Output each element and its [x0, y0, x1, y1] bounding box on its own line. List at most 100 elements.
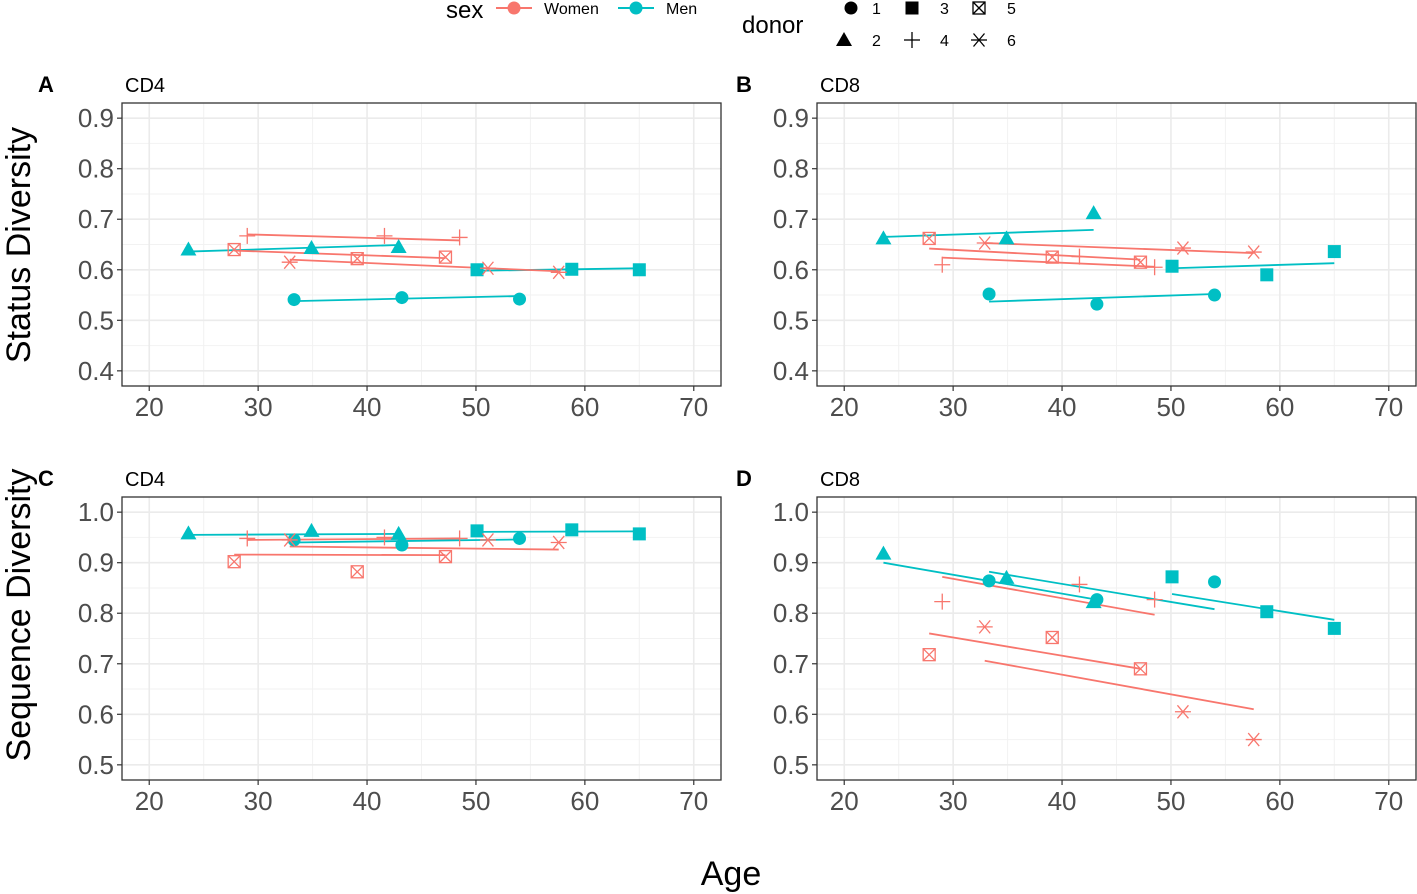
data-point-donor-5	[350, 565, 364, 579]
legend-donor-items	[836, 1, 987, 48]
panel-border	[816, 496, 1417, 781]
x-tick-label: 20	[135, 786, 164, 816]
x-tick-label: 40	[1048, 786, 1077, 816]
y-tick-label: 0.8	[773, 154, 809, 184]
x-tick-label: 60	[1265, 392, 1294, 422]
x-tick-label: 60	[570, 786, 599, 816]
x-tick-label: 70	[1374, 786, 1403, 816]
data-point-donor-3	[470, 524, 484, 538]
x-tick-label: 40	[1048, 392, 1077, 422]
x-tick-label: 20	[830, 786, 859, 816]
fit-line-donor-3	[1172, 262, 1335, 270]
fit-line-donor-2	[188, 244, 399, 253]
y-tick-label: 0.6	[773, 255, 809, 285]
fit-line-donor-6	[984, 242, 1254, 254]
fit-line-donor-6	[289, 545, 559, 551]
fit-line-donor-4	[942, 256, 1155, 268]
legend-donor-6-label: 6	[1007, 33, 1016, 50]
panel-d-title: CD8	[820, 469, 860, 491]
x-tick-label: 40	[353, 786, 382, 816]
y-tick-label: 0.7	[773, 649, 809, 679]
data-point-donor-5	[1133, 662, 1148, 676]
data-point-donor-5	[922, 648, 936, 662]
data-point-donor-4	[934, 593, 951, 610]
data-point-donor-1	[395, 291, 409, 305]
panel-c-letter: C	[38, 466, 54, 491]
y-tick-label: 0.6	[78, 699, 114, 729]
fit-line-donor-5	[234, 249, 446, 260]
fit-line-donor-4	[942, 575, 1155, 616]
legend-donor-1-label: 1	[872, 1, 881, 18]
x-tick-label: 50	[461, 786, 490, 816]
data-point-donor-3	[1165, 259, 1179, 273]
y-tick-label: 0.5	[773, 750, 809, 780]
fit-line-donor-3	[477, 530, 640, 533]
data-point-donor-3	[470, 263, 484, 277]
data-point-donor-2	[1085, 205, 1102, 220]
data-point-donor-6	[976, 619, 993, 634]
legend-donor-5-label: 5	[1007, 1, 1016, 18]
y-tick-label: 0.9	[78, 548, 114, 578]
legend: sex Women Men donor 1 2 3 4 5 6	[446, 0, 1016, 50]
data-point-donor-1	[287, 293, 301, 307]
data-point-donor-5	[227, 242, 241, 257]
data-point-donor-5	[1045, 630, 1059, 645]
data-point-donor-3	[1260, 605, 1274, 619]
data-point-donor-4	[1146, 259, 1163, 276]
data-point-donor-2	[875, 545, 892, 560]
panel-a-title: CD4	[125, 75, 165, 97]
data-point-donor-2	[998, 230, 1015, 245]
y-tick-label: 0.6	[78, 255, 114, 285]
data-point-donor-5	[350, 251, 364, 266]
fit-line-donor-1	[989, 293, 1215, 303]
legend-donor-3-label: 3	[940, 1, 949, 18]
data-point-donor-3	[632, 263, 646, 277]
data-point-donor-1	[513, 531, 527, 545]
panel-c-title: CD4	[125, 469, 165, 491]
panel-b: 20 30 40 50 60 70 0.4 0.5 0.6 0.7 0.8 0.9	[773, 102, 1417, 422]
x-tick-label: 50	[1156, 786, 1185, 816]
y-tick-label: 0.8	[78, 598, 114, 628]
data-point-donor-3	[565, 523, 579, 537]
data-point-donor-1	[1208, 575, 1222, 589]
data-point-donor-1	[982, 287, 996, 301]
data-point-donor-4	[451, 530, 468, 547]
y-tick-label: 1.0	[78, 497, 114, 527]
panel-border	[121, 102, 722, 387]
fit-line-donor-5	[234, 553, 446, 557]
legend-donor-5-boxed-x-icon	[972, 1, 986, 15]
data-point-donor-1	[1208, 288, 1222, 302]
panel-c: 20 30 40 50 60 70 0.5 0.6 0.7 0.8 0.9 1.0	[78, 496, 722, 816]
fit-line-donor-3	[477, 267, 640, 272]
panel-border	[816, 102, 1417, 387]
data-point-donor-2	[875, 230, 892, 245]
data-point-donor-3	[1165, 570, 1179, 584]
data-point-donor-4	[934, 256, 951, 273]
y-tick-label: 0.5	[78, 750, 114, 780]
data-point-donor-6	[1245, 732, 1262, 747]
x-tick-label: 70	[1374, 392, 1403, 422]
data-point-donor-2	[1085, 594, 1102, 609]
y-tick-label: 0.5	[78, 305, 114, 335]
data-point-donor-1	[982, 574, 996, 588]
fit-line-donor-3	[1171, 593, 1335, 621]
y-tick-label: 0.5	[773, 305, 809, 335]
data-point-donor-6	[479, 533, 496, 547]
x-tick-label: 60	[1265, 786, 1294, 816]
fit-line-donor-1	[988, 570, 1215, 611]
fit-line-donor-4	[247, 233, 460, 242]
legend-men-label: Men	[666, 1, 697, 18]
data-point-donor-1	[513, 292, 527, 306]
data-point-donor-5	[1133, 255, 1148, 269]
fit-line-donor-5	[929, 247, 1141, 261]
data-point-donor-2	[180, 241, 197, 256]
panel-b-letter: B	[736, 72, 752, 97]
data-point-donor-3	[565, 262, 579, 276]
data-point-donor-6	[281, 255, 298, 270]
panel-d: 20 30 40 50 60 70 0.5 0.6 0.7 0.8 0.9 1.0	[773, 496, 1417, 816]
legend-donor-1-circle-icon	[844, 1, 858, 15]
data-point-donor-4	[376, 529, 393, 546]
fit-line-donor-2	[883, 228, 1094, 238]
y-tick-label: 0.9	[773, 103, 809, 133]
